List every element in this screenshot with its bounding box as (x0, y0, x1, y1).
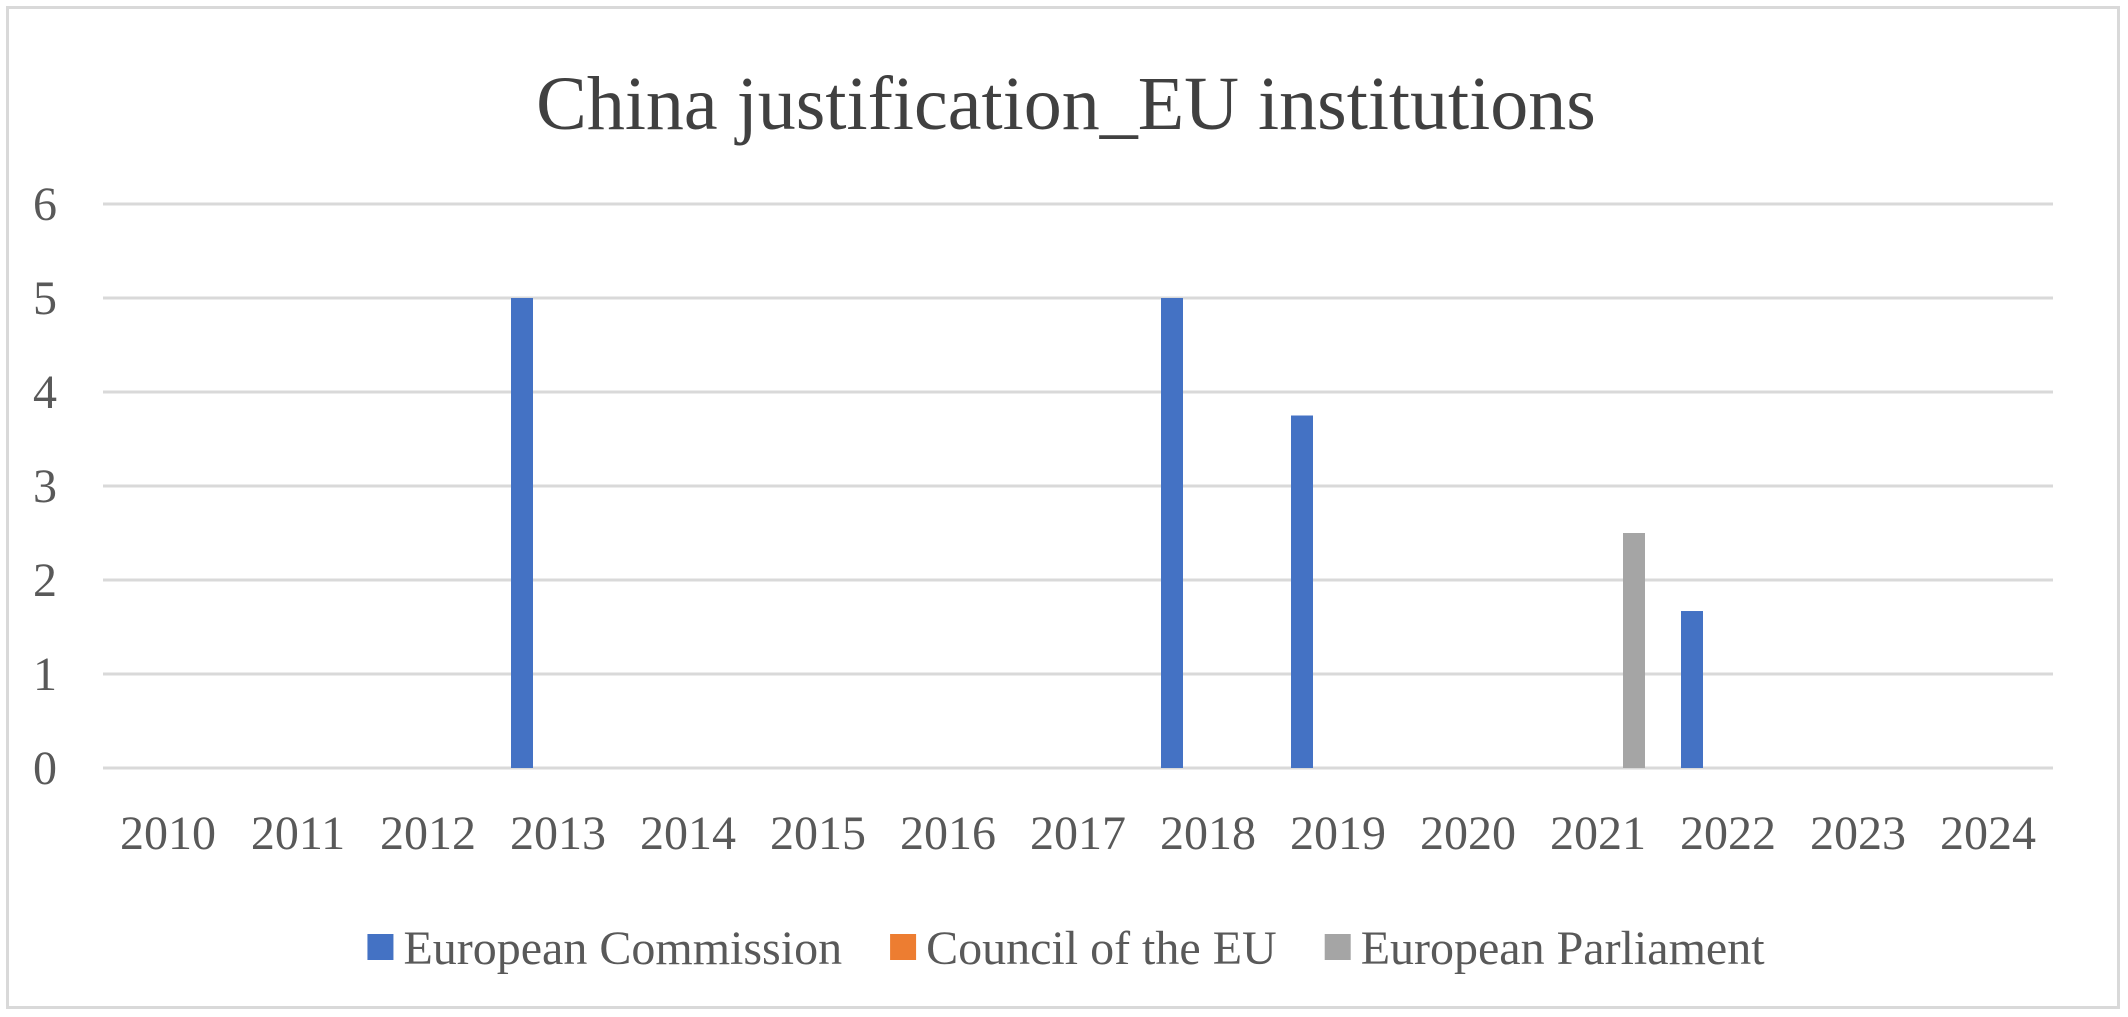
x-tick-label-2021: 2021 (1550, 807, 1646, 860)
x-tick-label-2020: 2020 (1420, 807, 1516, 860)
x-tick-label-2018: 2018 (1160, 807, 1256, 860)
y-tick-label-1: 1 (33, 648, 57, 701)
y-axis-tick-labels: 0 1 2 3 4 5 6 (33, 178, 57, 795)
chart-svg: China justification_EU institutions 0 1 2 3… (33, 62, 2053, 975)
x-tick-label-2019: 2019 (1290, 807, 1386, 860)
legend-label-european-commission: European Commission (403, 922, 842, 975)
x-tick-label-2017: 2017 (1030, 807, 1126, 860)
bars (511, 298, 1703, 768)
x-axis-tick-labels: 2010 2011 2012 2013 2014 2015 2016 2017 2018 2019… (120, 807, 2036, 860)
legend-swatch-european-parliament (1324, 934, 1351, 960)
x-tick-label-2012: 2012 (380, 807, 476, 860)
x-tick-label-2014: 2014 (640, 807, 736, 860)
y-tick-label-5: 5 (33, 272, 57, 325)
y-tick-label-6: 6 (33, 178, 57, 231)
bar-european-commission-2013 (511, 298, 533, 768)
legend-label-council-of-the-eu: Council of the EU (926, 922, 1277, 975)
legend-swatch-european-commission (367, 934, 394, 960)
x-tick-label-2024: 2024 (1940, 807, 2036, 860)
bar-european-commission-2019 (1291, 415, 1313, 768)
y-tick-label-4: 4 (33, 366, 57, 419)
y-tick-label-0: 0 (33, 742, 57, 795)
x-tick-label-2022: 2022 (1680, 807, 1776, 860)
chart-frame: China justification_EU institutions 0 1 2 3… (6, 6, 2120, 1009)
x-tick-label-2011: 2011 (251, 807, 345, 860)
legend-label-european-parliament: European Parliament (1361, 922, 1766, 975)
bar-european-commission-2018 (1161, 298, 1183, 768)
legend-item-european-parliament: European Parliament (1324, 922, 1766, 975)
legend-swatch-council-of-the-eu (890, 934, 917, 960)
legend-item-european-commission: European Commission (367, 922, 842, 975)
legend-item-council-of-the-eu: Council of the EU (890, 922, 1277, 975)
chart-title: China justification_EU institutions (536, 62, 1596, 146)
x-tick-label-2010: 2010 (120, 807, 216, 860)
grid-lines (103, 202, 2053, 770)
x-tick-label-2013: 2013 (510, 807, 606, 860)
bar-european-commission-2022 (1681, 611, 1703, 768)
x-tick-label-2015: 2015 (770, 807, 866, 860)
legend: European Commission Council of the EU Euro… (367, 922, 1765, 975)
bar-european-parliament-2021 (1623, 533, 1645, 768)
y-tick-label-2: 2 (33, 554, 57, 607)
y-tick-label-3: 3 (33, 460, 57, 513)
x-tick-label-2023: 2023 (1810, 807, 1906, 860)
x-tick-label-2016: 2016 (900, 807, 996, 860)
